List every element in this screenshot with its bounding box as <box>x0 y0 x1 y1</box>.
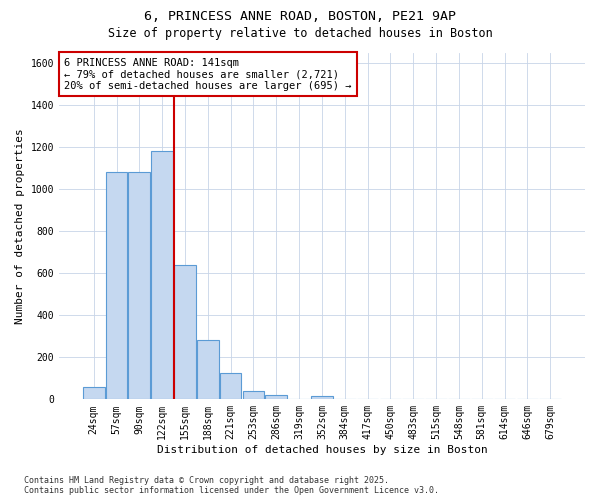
Bar <box>83 386 104 400</box>
Bar <box>242 391 265 400</box>
Bar <box>151 152 173 400</box>
X-axis label: Distribution of detached houses by size in Boston: Distribution of detached houses by size … <box>157 445 487 455</box>
Text: 6, PRINCESS ANNE ROAD, BOSTON, PE21 9AP: 6, PRINCESS ANNE ROAD, BOSTON, PE21 9AP <box>144 10 456 23</box>
Bar <box>106 172 127 400</box>
Bar <box>265 395 287 400</box>
Bar <box>197 340 218 400</box>
Bar <box>128 172 150 400</box>
Bar <box>174 265 196 400</box>
Text: Size of property relative to detached houses in Boston: Size of property relative to detached ho… <box>107 28 493 40</box>
Text: Contains HM Land Registry data © Crown copyright and database right 2025.
Contai: Contains HM Land Registry data © Crown c… <box>24 476 439 495</box>
Y-axis label: Number of detached properties: Number of detached properties <box>15 128 25 324</box>
Text: 6 PRINCESS ANNE ROAD: 141sqm
← 79% of detached houses are smaller (2,721)
20% of: 6 PRINCESS ANNE ROAD: 141sqm ← 79% of de… <box>64 58 352 91</box>
Bar <box>220 373 241 400</box>
Bar <box>311 396 333 400</box>
